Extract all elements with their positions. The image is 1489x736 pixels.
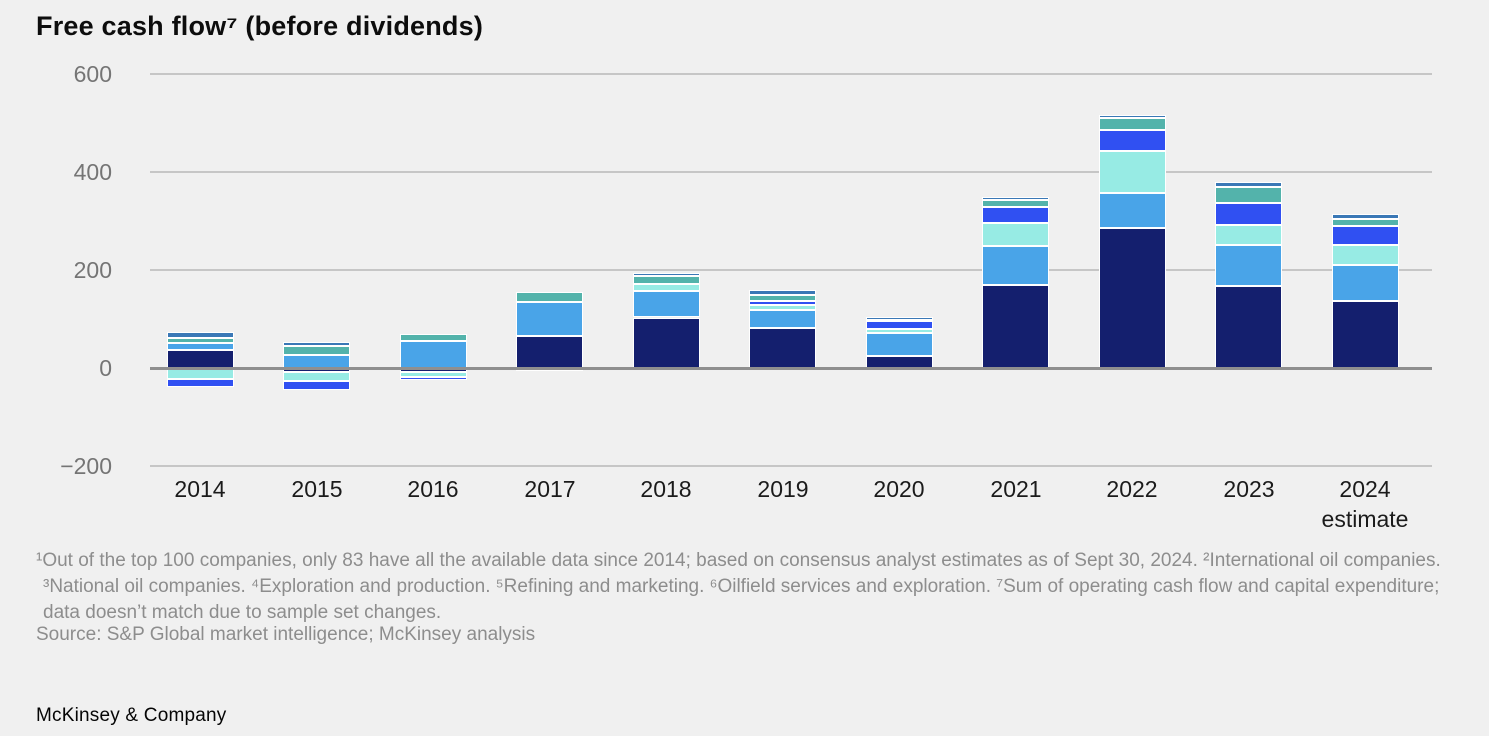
bar-segment-teal-2019 bbox=[749, 295, 816, 301]
x-axis-label-2020: 2020 bbox=[873, 476, 925, 502]
x-axis-label-2017: 2017 bbox=[524, 476, 576, 502]
source-text: Source: S&P Global market intelligence; … bbox=[36, 624, 536, 645]
gridline-400 bbox=[150, 171, 1432, 173]
bar-segment-teal-2024 bbox=[1332, 219, 1399, 226]
bar-segment-sky-blue-2017 bbox=[516, 302, 583, 336]
bar-segment-steel-blue-2020 bbox=[866, 317, 933, 320]
bar-segment-sky-blue-2022 bbox=[1099, 193, 1166, 228]
bar-segment-light-cyan-2023 bbox=[1215, 225, 1282, 245]
bar-segment-teal-2016 bbox=[400, 334, 467, 341]
bar-segment-royal-blue-2019 bbox=[749, 301, 816, 305]
bar-segment-dark-navy-2022 bbox=[1099, 228, 1166, 368]
y-axis-tick-label: −200 bbox=[60, 453, 112, 479]
x-axis-label-2021: 2021 bbox=[990, 476, 1042, 502]
bar-segment-sky-blue-2024 bbox=[1332, 265, 1399, 301]
x-axis-label-2024: 2024 estimate bbox=[1300, 474, 1430, 534]
bar-segment-sky-blue-2018 bbox=[633, 291, 700, 317]
bar-segment-sky-blue-2019 bbox=[749, 310, 816, 328]
bar-segment-light-cyan-2021 bbox=[982, 223, 1049, 246]
gridline-600 bbox=[150, 73, 1432, 75]
x-axis-label-2014: 2014 bbox=[174, 476, 226, 502]
bar-segment-royal-blue-2020 bbox=[866, 321, 933, 329]
bar-segment-light-cyan-2016 bbox=[400, 372, 467, 377]
bar-segment-sky-blue-2021 bbox=[982, 246, 1049, 285]
bar-segment-sky-blue-2020 bbox=[866, 333, 933, 356]
bar-segment-royal-blue-2015 bbox=[283, 381, 350, 390]
bar-segment-dark-navy-2019 bbox=[749, 328, 816, 368]
x-axis-label-2019: 2019 bbox=[757, 476, 809, 502]
mckinsey-brand-text: McKinsey & Company bbox=[36, 705, 227, 726]
bar-segment-royal-blue-2014 bbox=[167, 379, 234, 387]
bar-segment-steel-blue-2015 bbox=[283, 342, 350, 346]
bar-segment-light-cyan-2024 bbox=[1332, 245, 1399, 265]
bar-segment-sky-blue-2023 bbox=[1215, 245, 1282, 286]
bar-segment-teal-2017 bbox=[516, 292, 583, 302]
x-axis-sublabel-estimate: estimate bbox=[1321, 506, 1409, 532]
bar-segment-steel-blue-2018 bbox=[633, 273, 700, 276]
bar-segment-light-cyan-2019 bbox=[749, 305, 816, 310]
zero-baseline bbox=[150, 367, 1432, 370]
bar-segment-teal-2022 bbox=[1099, 118, 1166, 130]
bar-segment-steel-blue-2023 bbox=[1215, 182, 1282, 187]
bar-segment-dark-navy-2014 bbox=[167, 350, 234, 368]
y-axis-tick-label: 600 bbox=[73, 61, 112, 87]
y-axis-tick-label: 0 bbox=[99, 355, 112, 381]
bar-segment-sky-blue-2016 bbox=[400, 341, 467, 368]
bar-segment-teal-2021 bbox=[982, 200, 1049, 207]
bar-segment-teal-2015 bbox=[283, 346, 350, 355]
bar-segment-royal-blue-2023 bbox=[1215, 203, 1282, 225]
y-axis-tick-label: 400 bbox=[73, 159, 112, 185]
bar-segment-steel-blue-2022 bbox=[1099, 115, 1166, 118]
bar-segment-sky-blue-2014 bbox=[167, 343, 234, 350]
x-axis-label-2015: 2015 bbox=[291, 476, 343, 502]
bar-segment-dark-navy-2021 bbox=[982, 285, 1049, 368]
gridline-200 bbox=[150, 269, 1432, 271]
chart-title: Free cash flow⁷ (before dividends) bbox=[36, 11, 484, 41]
gridline--200 bbox=[150, 465, 1432, 467]
bar-segment-teal-2018 bbox=[633, 276, 700, 284]
bar-segment-light-cyan-2018 bbox=[633, 284, 700, 291]
bar-segment-teal-2014 bbox=[167, 338, 234, 343]
bar-segment-dark-navy-2017 bbox=[516, 336, 583, 368]
x-axis-label-2016: 2016 bbox=[407, 476, 459, 502]
x-axis-label-2023: 2023 bbox=[1223, 476, 1275, 502]
bar-segment-royal-blue-2021 bbox=[982, 207, 1049, 223]
bar-segment-light-cyan-2022 bbox=[1099, 151, 1166, 193]
footnote-text: ¹Out of the top 100 companies, only 83 h… bbox=[36, 550, 1441, 623]
bar-segment-dark-navy-2024 bbox=[1332, 301, 1399, 368]
bar-segment-steel-blue-2024 bbox=[1332, 214, 1399, 219]
bar-segment-royal-blue-2016 bbox=[400, 377, 467, 380]
x-axis-label-2022: 2022 bbox=[1106, 476, 1158, 502]
bar-segment-steel-blue-2014 bbox=[167, 332, 234, 338]
x-axis-label-2018: 2018 bbox=[640, 476, 692, 502]
bar-segment-royal-blue-2024 bbox=[1332, 226, 1399, 245]
y-axis-tick-label: 200 bbox=[73, 257, 112, 283]
bar-segment-dark-navy-2018 bbox=[633, 318, 700, 368]
bar-segment-teal-2023 bbox=[1215, 187, 1282, 203]
bar-segment-steel-blue-2019 bbox=[749, 290, 816, 295]
bar-segment-light-cyan-2020 bbox=[866, 329, 933, 333]
bar-segment-dark-navy-2023 bbox=[1215, 286, 1282, 368]
bar-segment-light-cyan-2015 bbox=[283, 372, 350, 381]
bar-segment-steel-blue-2021 bbox=[982, 197, 1049, 200]
bar-segment-royal-blue-2022 bbox=[1099, 130, 1166, 151]
